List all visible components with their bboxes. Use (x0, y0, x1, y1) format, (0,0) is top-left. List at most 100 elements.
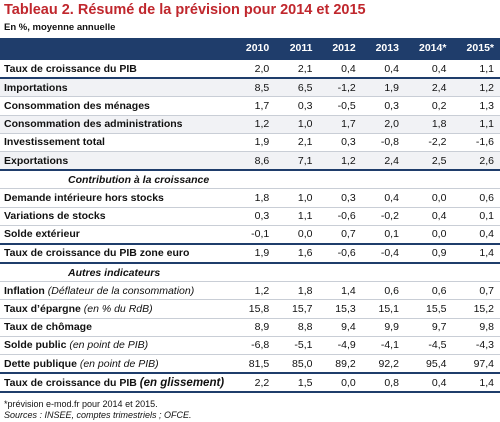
value-cell: 2,0 (232, 57, 276, 79)
value-cell: 0,3 (361, 96, 405, 116)
label-note: (en point de PIB) (79, 357, 159, 370)
footer: *prévision e-mod.fr pour 2014 et 2015. S… (4, 399, 192, 421)
value-cell: 0,8 (361, 372, 405, 394)
column-header: 2010 (232, 38, 276, 59)
row-label: Variations de stocks (0, 207, 232, 226)
value-cell: 81,5 (232, 354, 276, 374)
value-cell: 8,9 (232, 318, 276, 337)
value-cell: 0,0 (318, 372, 362, 394)
value-cell: 0,0 (404, 188, 453, 208)
value-cell: 1,1 (275, 207, 319, 226)
data-row: Variations de stocks 0,3 1,1 -0,6 -0,2 0,4 0,1 (0, 207, 500, 226)
value-cell: 9,7 (404, 318, 453, 337)
value-cell: -4,9 (318, 336, 362, 356)
value-cell: 9,4 (318, 318, 362, 337)
label-text: Taux de croissance du PIB zone euro (4, 247, 190, 260)
column-header: 2015* (452, 38, 500, 59)
header-cell (0, 38, 232, 59)
row-label: Taux de croissance du PIB zone euro (0, 242, 232, 264)
value-cell: 8,6 (232, 151, 276, 171)
row-label: Demande intérieure hors stocks (0, 188, 232, 208)
label-text: Importations (4, 81, 68, 94)
row-label: Exportations (0, 151, 232, 171)
value-cell: 0,6 (404, 281, 453, 301)
data-row: Taux de croissance du PIB zone euro 1,9 1,… (0, 242, 500, 264)
label-text: Taux d’épargne (4, 303, 81, 316)
data-row: Taux d’épargne (en % du RdB) 15,8 15,7 15,3… (0, 299, 500, 319)
row-group: Taux de croissance du PIB 2,0 2,1 0,4 0,4 0,4… (0, 57, 500, 79)
value-cell: -1,2 (318, 77, 362, 98)
value-cell: 1,8 (404, 115, 453, 134)
value-cell: -0,6 (318, 242, 362, 264)
value-cell: 0,4 (361, 188, 405, 208)
value-cell: 6,5 (275, 77, 319, 98)
value-cell: 9,9 (361, 318, 405, 337)
value-cell: -1,6 (452, 133, 500, 152)
row-label: Consommation des administrations (0, 115, 232, 134)
value-cell: -4,3 (452, 336, 500, 356)
data-row: Consommation des administrations 1,2 1,0 1,… (0, 115, 500, 134)
value-cell: -5,1 (275, 336, 319, 356)
row-group: Taux de croissance du PIB (en glissement… (0, 372, 500, 394)
data-row: Exportations 8,6 7,1 1,2 2,4 2,5 2,6 (0, 151, 500, 171)
label-text: Solde extérieur (4, 228, 80, 241)
row-label: Investissement total (0, 133, 232, 152)
value-cell: 85,0 (275, 354, 319, 374)
column-header: 2012 (318, 38, 362, 59)
value-cell: 0,3 (232, 207, 276, 226)
data-row: Solde extérieur -0,1 0,0 0,7 0,1 0,0 0,4 (0, 225, 500, 245)
data-row: Taux de croissance du PIB (en glissement… (0, 372, 500, 394)
header-row: 2010 2011 2012 2013 2014* 2015* (0, 38, 500, 59)
value-cell: 1,0 (275, 115, 319, 134)
value-cell: 95,4 (404, 354, 453, 374)
row-label: Solde extérieur (0, 225, 232, 245)
value-cell: 0,3 (275, 96, 319, 116)
value-cell: -4,1 (361, 336, 405, 356)
value-cell: 1,6 (275, 242, 319, 264)
value-cell: -0,6 (318, 207, 362, 226)
row-group: Contribution à la croissance Demande inté… (0, 169, 500, 245)
value-cell: 1,0 (275, 188, 319, 208)
value-cell: 0,0 (275, 225, 319, 245)
label-text: Variations de stocks (4, 210, 106, 223)
value-cell: 1,8 (275, 281, 319, 301)
value-cell: 1,9 (361, 77, 405, 98)
data-row: Solde public (en point de PIB) -6,8 -5,1 -4… (0, 336, 500, 356)
value-cell: 7,1 (275, 151, 319, 171)
row-label: Taux de croissance du PIB (en glissement… (0, 372, 232, 394)
value-cell: 0,7 (318, 225, 362, 245)
value-cell: -4,5 (404, 336, 453, 356)
label-note: (en glissement) (139, 376, 225, 389)
value-cell: 1,4 (452, 242, 500, 264)
data-row: Consommation des ménages 1,7 0,3 -0,5 0,3 0,2… (0, 96, 500, 116)
data-row: Taux de chômage 8,9 8,8 9,4 9,9 9,7 9,8 (0, 318, 500, 337)
value-cell: -0,8 (361, 133, 405, 152)
value-cell: 1,2 (232, 115, 276, 134)
value-cell: 1,3 (452, 96, 500, 116)
value-cell: 0,3 (318, 188, 362, 208)
row-label: Taux d’épargne (en % du RdB) (0, 299, 232, 319)
value-cell: -0,1 (232, 225, 276, 245)
value-cell: 0,0 (404, 225, 453, 245)
value-cell: 1,2 (232, 281, 276, 301)
value-cell: 1,1 (452, 115, 500, 134)
value-cell: 0,4 (452, 225, 500, 245)
value-cell: 15,1 (361, 299, 405, 319)
value-cell: 1,4 (452, 372, 500, 394)
value-cell: -0,5 (318, 96, 362, 116)
row-label: Consommation des ménages (0, 96, 232, 116)
label-text: Taux de chômage (4, 321, 92, 334)
footnote: *prévision e-mod.fr pour 2014 et 2015. (4, 399, 158, 409)
value-cell: 2,4 (404, 77, 453, 98)
row-label: Dette publique (en point de PIB) (0, 354, 232, 374)
section-heading: Contribution à la croissance (0, 169, 500, 190)
label-text: Consommation des ménages (4, 99, 150, 112)
value-cell: 1,1 (452, 57, 500, 79)
value-cell: 0,9 (404, 242, 453, 264)
row-label: Importations (0, 77, 232, 98)
row-group: Taux de croissance du PIB zone euro 1,9 1,… (0, 242, 500, 264)
value-cell: 0,4 (404, 207, 453, 226)
section-heading: Autres indicateurs (0, 262, 500, 283)
column-header: 2014* (404, 38, 453, 59)
value-cell: 0,6 (452, 188, 500, 208)
